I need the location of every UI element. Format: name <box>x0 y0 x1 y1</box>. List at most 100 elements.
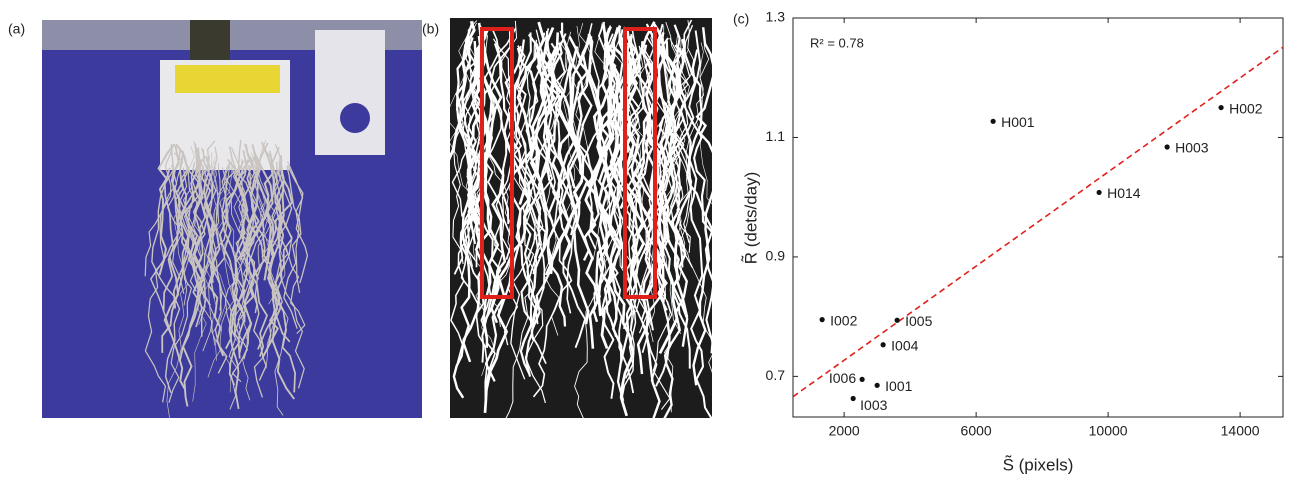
root <box>655 45 689 318</box>
x-tick-label: 14000 <box>1221 423 1260 439</box>
root <box>558 46 599 349</box>
root <box>557 33 591 199</box>
point-label: H014 <box>1107 185 1141 201</box>
root <box>547 33 587 349</box>
root <box>182 161 200 306</box>
root <box>283 166 302 329</box>
root <box>271 161 291 343</box>
root <box>481 26 507 322</box>
x-tick-label: 10000 <box>1089 423 1128 439</box>
photo-b <box>435 18 735 425</box>
root <box>144 164 178 403</box>
root <box>187 162 199 263</box>
root <box>286 161 304 294</box>
point <box>894 317 900 323</box>
root <box>659 25 682 335</box>
root <box>239 142 269 261</box>
x-axis-label: S̃ (pixels) <box>1003 455 1074 475</box>
y-tick-label: 1.3 <box>766 9 786 25</box>
root <box>182 150 206 299</box>
y-tick-label: 0.9 <box>766 248 786 264</box>
x-tick-label: 2000 <box>829 423 860 439</box>
root <box>161 145 190 353</box>
root <box>261 141 275 281</box>
scale-card <box>315 30 385 155</box>
root <box>666 37 691 253</box>
point <box>1164 144 1170 150</box>
point <box>1096 189 1102 196</box>
root <box>681 38 735 372</box>
point-label: I001 <box>885 378 912 394</box>
root <box>621 37 652 301</box>
root <box>269 150 282 256</box>
point <box>859 376 865 382</box>
root <box>467 26 502 388</box>
root <box>262 147 305 389</box>
root <box>568 35 593 189</box>
scale-hole <box>340 103 370 133</box>
root <box>665 21 717 391</box>
root <box>230 147 256 338</box>
root <box>566 23 594 229</box>
point <box>1218 104 1224 111</box>
root <box>231 165 252 401</box>
root <box>493 43 538 375</box>
point-label: H003 <box>1175 140 1209 156</box>
root <box>676 36 710 281</box>
highlight-box <box>480 27 514 299</box>
root <box>696 42 716 221</box>
point <box>819 317 825 323</box>
plot-frame <box>792 17 1284 418</box>
point <box>874 382 880 388</box>
point-label: H002 <box>1229 100 1263 116</box>
root <box>207 168 239 378</box>
root <box>460 40 488 363</box>
root <box>530 30 564 340</box>
root <box>662 44 692 421</box>
root <box>257 155 283 270</box>
highlight-box <box>623 27 657 299</box>
root <box>150 167 189 346</box>
x-tick-label: 6000 <box>961 423 992 439</box>
root <box>463 20 514 327</box>
root <box>210 158 238 299</box>
point-label: I005 <box>905 313 932 329</box>
root <box>584 44 615 317</box>
root <box>251 152 282 369</box>
panel-label: (b) <box>422 21 439 37</box>
root <box>144 150 173 277</box>
root <box>166 152 185 294</box>
root <box>224 144 259 350</box>
fit-line <box>793 46 1283 398</box>
root <box>613 33 642 294</box>
y-axis-label: R̃ (dets/day) <box>741 172 761 265</box>
root <box>246 158 296 393</box>
photo-a <box>42 20 422 419</box>
root <box>522 33 550 325</box>
root <box>268 161 295 400</box>
point-label: I002 <box>830 312 857 328</box>
root <box>197 149 217 337</box>
point-label: I004 <box>891 337 918 353</box>
root <box>692 27 724 386</box>
root <box>600 33 635 394</box>
root <box>453 38 480 275</box>
roots <box>435 19 735 425</box>
point-label: I003 <box>860 397 887 413</box>
root <box>543 41 569 336</box>
root <box>162 167 174 312</box>
root <box>462 44 482 261</box>
root <box>201 165 225 357</box>
root <box>637 45 674 334</box>
root <box>203 146 249 383</box>
tag <box>175 65 280 93</box>
root <box>452 27 493 399</box>
root <box>534 46 558 259</box>
root <box>660 37 713 420</box>
panel-label: (a) <box>8 21 25 37</box>
annotation: R² = 0.78 <box>810 35 864 50</box>
root <box>210 166 239 281</box>
point <box>850 395 856 402</box>
